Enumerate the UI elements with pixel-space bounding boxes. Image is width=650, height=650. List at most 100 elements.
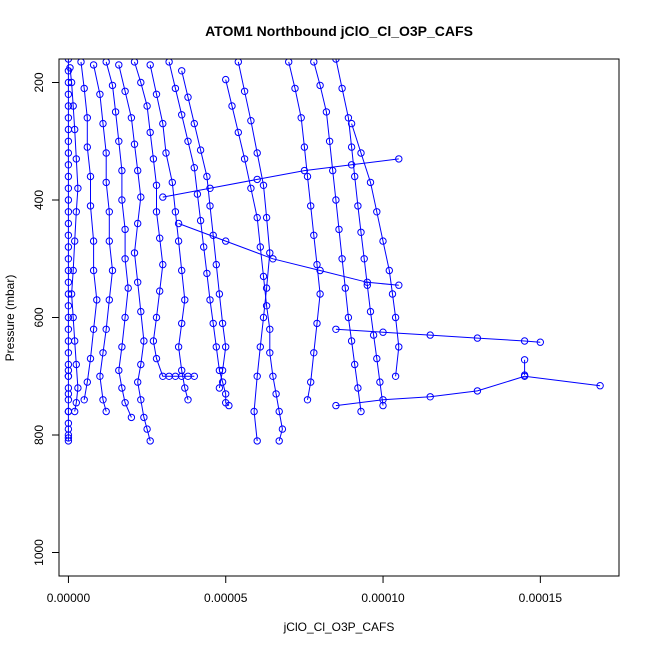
data-point [218,319,227,328]
data-point [64,149,73,157]
data-point [196,146,205,154]
y-tick-label: 200 [32,72,46,92]
data-point [168,178,177,187]
series-line-18 [335,328,541,343]
data-point [360,255,368,263]
data-point [266,349,274,357]
data-point [206,296,214,304]
data-point [115,137,123,146]
data-point [64,255,73,263]
y-axis-label: Pressure (mbar) [3,275,17,362]
data-point [137,193,145,201]
x-axis: 0.00000 0.00005 0.00010 0.00015 [47,576,562,605]
x-tick-label: 0.00010 [361,591,405,605]
data-point [64,434,73,442]
data-point [64,196,73,204]
data-point [307,378,315,386]
data-point [278,425,287,433]
data-point [71,125,79,134]
data-point [347,119,356,128]
data-point [316,266,324,275]
data-point [64,243,73,251]
data-point [121,255,129,263]
data-point [64,278,73,286]
series-line-13 [313,61,362,412]
data-point [152,354,161,363]
data-point [215,290,224,298]
data-point [206,184,214,193]
series-line-9 [181,70,227,389]
data-point [376,378,384,386]
data-point [206,202,214,210]
series-group [64,59,604,445]
data-point [357,228,365,237]
y-axis: 200 400 600 800 1000 [32,72,59,566]
data-point [105,237,114,245]
data-point [325,137,334,146]
data-point [64,90,73,99]
data-point [86,172,95,181]
data-point [143,102,151,110]
data-point [322,108,331,116]
data-point [212,260,221,269]
data-point [363,278,371,286]
data-point [64,313,73,322]
data-point [102,325,110,333]
y-tick-label: 400 [32,190,46,210]
data-point [80,396,88,404]
data-point [118,166,126,175]
data-point [64,231,73,240]
data-point [64,349,73,357]
data-point [316,81,324,90]
data-point [536,338,544,346]
data-point [218,378,227,386]
series-line-8 [168,61,230,406]
data-point [269,255,277,263]
data-point [300,166,309,175]
data-point [80,84,88,93]
data-point [391,372,400,380]
data-point [102,407,110,416]
data-point [159,119,167,128]
data-point [225,401,233,410]
data-point [156,287,164,295]
data-point [64,59,73,63]
data-point [520,371,529,379]
data-point [253,175,261,184]
data-point [426,393,434,401]
data-point [93,296,101,304]
data-point [253,372,261,380]
data-point [137,78,145,87]
data-point [366,178,375,187]
data-point [253,437,261,445]
series-line-1 [69,67,79,412]
y-tick-label: 800 [32,425,46,445]
data-point [184,137,192,146]
data-point [275,407,283,416]
data-point [72,360,81,369]
data-point [391,313,400,322]
data-point [67,290,76,298]
data-point [64,102,73,110]
data-point [196,216,205,225]
data-point [64,419,73,427]
data-point [385,266,393,275]
data-point [285,59,293,66]
x-axis-label: jClO_Cl_O3P_CAFS [283,620,395,634]
data-point [520,337,529,345]
data-point [127,413,136,422]
data-point [118,196,126,204]
data-point [174,343,183,351]
data-point [134,278,142,286]
data-point [335,225,343,234]
data-point [99,119,107,128]
data-point [149,155,158,163]
data-point [74,384,82,392]
data-point [354,202,362,210]
data-point [596,382,604,390]
data-point [71,237,79,245]
data-point [178,366,186,375]
data-point [426,331,434,339]
